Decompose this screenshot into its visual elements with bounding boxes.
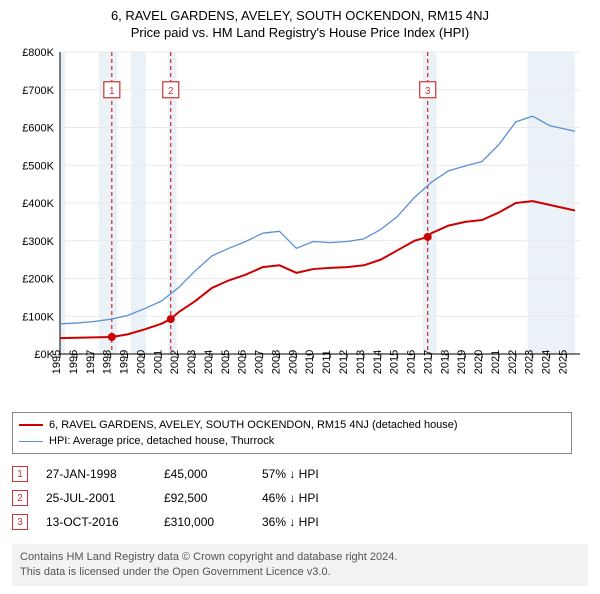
chart-area: £0K£100K£200K£300K£400K£500K£600K£700K£8…: [12, 46, 588, 406]
svg-text:2006: 2006: [237, 350, 249, 374]
transaction-marker: 2: [12, 490, 28, 506]
chart-container: 6, RAVEL GARDENS, AVELEY, SOUTH OCKENDON…: [0, 0, 600, 594]
transaction-delta: 46% ↓ HPI: [262, 491, 352, 505]
svg-text:2004: 2004: [203, 350, 215, 374]
svg-text:£200K: £200K: [22, 274, 54, 286]
title-line1: 6, RAVEL GARDENS, AVELEY, SOUTH OCKENDON…: [12, 8, 588, 23]
svg-text:3: 3: [425, 86, 431, 97]
transaction-date: 25-JUL-2001: [46, 491, 146, 505]
svg-text:1997: 1997: [85, 350, 97, 374]
svg-text:2013: 2013: [355, 350, 367, 374]
transaction-marker: 1: [12, 466, 28, 482]
svg-text:2008: 2008: [270, 350, 282, 374]
transaction-price: £45,000: [164, 467, 244, 481]
transaction-delta: 36% ↓ HPI: [262, 515, 352, 529]
svg-text:£700K: £700K: [22, 85, 54, 97]
legend: 6, RAVEL GARDENS, AVELEY, SOUTH OCKENDON…: [12, 412, 572, 454]
transactions-table: 1 27-JAN-1998 £45,000 57% ↓ HPI 2 25-JUL-2001…: [12, 462, 588, 534]
transaction-price: £92,500: [164, 491, 244, 505]
transaction-marker: 3: [12, 514, 28, 530]
svg-text:£800K: £800K: [22, 47, 54, 59]
svg-text:£300K: £300K: [22, 236, 54, 248]
footer-attribution: Contains HM Land Registry data © Crown c…: [12, 544, 588, 586]
svg-text:2023: 2023: [524, 350, 536, 374]
transaction-delta: 57% ↓ HPI: [262, 467, 352, 481]
svg-text:2009: 2009: [287, 350, 299, 374]
transaction-price: £310,000: [164, 515, 244, 529]
svg-text:£400K: £400K: [22, 198, 54, 210]
transaction-row: 1 27-JAN-1998 £45,000 57% ↓ HPI: [12, 462, 588, 486]
svg-text:2017: 2017: [422, 350, 434, 374]
svg-text:2025: 2025: [557, 350, 569, 374]
svg-text:1996: 1996: [68, 350, 80, 374]
svg-text:£600K: £600K: [22, 123, 54, 135]
svg-text:2005: 2005: [220, 350, 232, 374]
transaction-date: 13-OCT-2016: [46, 515, 146, 529]
svg-text:2003: 2003: [186, 350, 198, 374]
title-line2: Price paid vs. HM Land Registry's House …: [12, 25, 588, 40]
svg-text:2007: 2007: [254, 350, 266, 374]
svg-text:2000: 2000: [135, 350, 147, 374]
svg-text:2024: 2024: [541, 350, 553, 374]
svg-text:2021: 2021: [490, 350, 502, 374]
svg-text:1: 1: [109, 86, 115, 97]
legend-label: 6, RAVEL GARDENS, AVELEY, SOUTH OCKENDON…: [49, 419, 458, 431]
transaction-row: 2 25-JUL-2001 £92,500 46% ↓ HPI: [12, 486, 588, 510]
svg-text:2019: 2019: [456, 350, 468, 374]
svg-text:2016: 2016: [406, 350, 418, 374]
legend-swatch: [19, 424, 43, 426]
svg-text:2001: 2001: [152, 350, 164, 374]
svg-text:2014: 2014: [372, 350, 384, 374]
footer-line2: This data is licensed under the Open Gov…: [20, 565, 580, 580]
svg-text:£500K: £500K: [22, 160, 54, 172]
transaction-row: 3 13-OCT-2016 £310,000 36% ↓ HPI: [12, 510, 588, 534]
svg-text:1999: 1999: [119, 350, 131, 374]
svg-text:1995: 1995: [51, 350, 63, 374]
transaction-date: 27-JAN-1998: [46, 467, 146, 481]
svg-text:2018: 2018: [439, 350, 451, 374]
svg-text:2020: 2020: [473, 350, 485, 374]
legend-item: HPI: Average price, detached house, Thur…: [19, 433, 565, 449]
legend-swatch: [19, 441, 43, 442]
legend-label: HPI: Average price, detached house, Thur…: [49, 435, 274, 447]
svg-text:2: 2: [168, 86, 174, 97]
svg-text:£100K: £100K: [22, 311, 54, 323]
svg-text:2022: 2022: [507, 350, 519, 374]
title-block: 6, RAVEL GARDENS, AVELEY, SOUTH OCKENDON…: [12, 8, 588, 40]
chart-svg: £0K£100K£200K£300K£400K£500K£600K£700K£8…: [12, 46, 588, 406]
svg-text:2015: 2015: [389, 350, 401, 374]
footer-line1: Contains HM Land Registry data © Crown c…: [20, 550, 580, 565]
svg-text:2012: 2012: [338, 350, 350, 374]
svg-text:2010: 2010: [304, 350, 316, 374]
legend-item: 6, RAVEL GARDENS, AVELEY, SOUTH OCKENDON…: [19, 417, 565, 433]
